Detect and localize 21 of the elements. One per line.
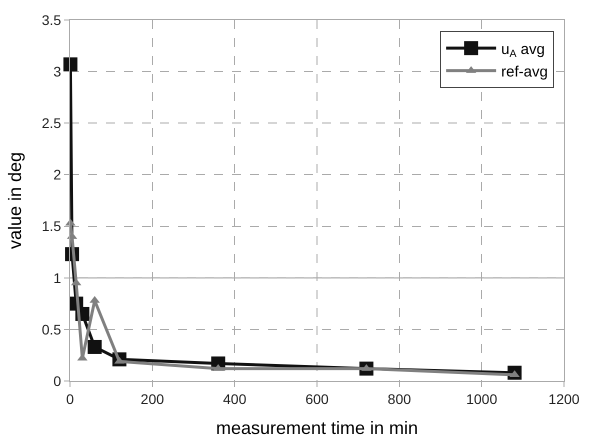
y-tick-label: 2 [53, 166, 62, 183]
y-axis-title: value in deg [4, 152, 25, 250]
x-axis-title: measurement time in min [216, 418, 418, 438]
y-tick-label: 0 [53, 372, 62, 389]
legend-label: u$_{A}$ avg [501, 40, 545, 60]
y-tick-label: 1.5 [42, 218, 62, 234]
point [63, 57, 78, 72]
x-tick-label: 600 [305, 390, 329, 407]
y-tick-label: 0.5 [42, 321, 62, 338]
y-tick-label: 1 [53, 270, 62, 286]
point [88, 340, 102, 354]
y-tick-label: 2.5 [42, 115, 62, 132]
x-tick-label: 0 [66, 390, 74, 407]
y-tick-label: 3 [53, 63, 62, 80]
x-tick-label: 400 [222, 390, 247, 407]
x-tick-label: 800 [388, 390, 412, 407]
x-tick-label: 1200 [548, 390, 580, 407]
legend-label: ref-avg [501, 63, 548, 80]
x-tick-label: 1000 [466, 390, 498, 407]
x-tick-label: 200 [140, 390, 164, 407]
y-tick-label: 3.5 [42, 12, 62, 28]
